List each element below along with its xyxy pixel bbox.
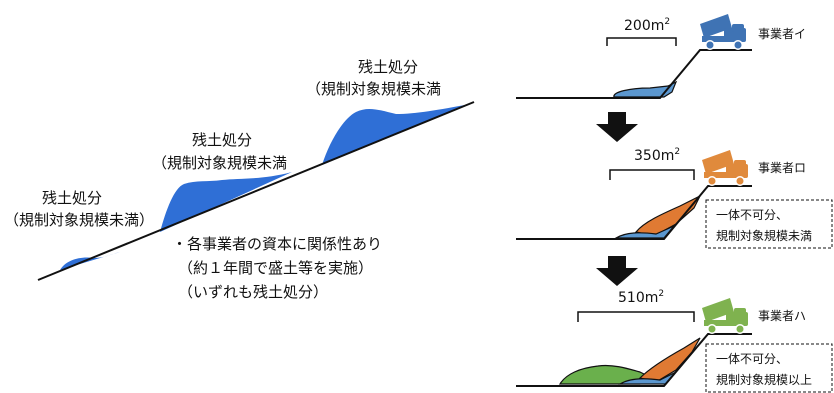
step-2-note-box (705, 199, 833, 249)
step-3-operator: 事業者ハ (758, 309, 806, 323)
slope-line (37, 101, 475, 281)
note-line-2: （約１年間で盛土等を実施） (178, 259, 373, 277)
down-arrow-1 (596, 112, 638, 142)
step-3: 510m2 事業者ハ 一体不可分、 規制対象規模以上 (516, 289, 833, 393)
step-2-area: 350m2 (634, 147, 680, 164)
label-lower-sub: （規制対象規模未満） (4, 211, 154, 229)
step-3-note-line-1: 一体不可分、 (716, 352, 788, 366)
down-arrow-2 (596, 256, 638, 286)
note-line-3: （いずれも残土処分） (178, 283, 328, 301)
step-3-note-box (705, 343, 833, 393)
step-3-soil-blue (617, 371, 677, 385)
step-1: 200m2 事業者イ (516, 14, 806, 99)
step-3-ground (516, 333, 752, 387)
step-3-note-line-2: 規制対象規模以上 (716, 372, 812, 387)
step-2-soil-blue (613, 225, 675, 239)
left-slope-diagram (37, 101, 475, 281)
note-block: ・各事業者の資本に関係性あり （約１年間で盛土等を実施） （いずれも残土処分） (172, 235, 382, 301)
step-1-area: 200m2 (624, 17, 670, 34)
step-1-truck-icon (700, 14, 746, 50)
label-middle-sub: （規制対象規模未満 (152, 154, 287, 172)
label-upper-title: 残土処分 (358, 58, 418, 76)
step-2-ground (516, 185, 752, 240)
label-upper-sub: （規制対象規模未満 (306, 80, 441, 98)
label-lower: 残土処分 （規制対象規模未満） (4, 189, 154, 229)
step-1-soil-blue (613, 80, 678, 98)
step-3-area: 510m2 (618, 289, 664, 306)
step-2-note-line-1: 一体不可分、 (716, 208, 788, 222)
step-2-bracket (609, 169, 695, 180)
step-1-operator: 事業者イ (758, 27, 806, 41)
step-3-truck-icon (702, 298, 748, 334)
step-3-soil-green (558, 364, 654, 385)
label-lower-title: 残土処分 (42, 189, 102, 207)
label-middle: 残土処分 （規制対象規模未満 (152, 131, 287, 172)
step-2-operator: 事業者ロ (758, 161, 806, 175)
step-2-truck-icon (702, 150, 748, 186)
note-line-1: ・各事業者の資本に関係性あり (172, 235, 382, 253)
step-1-bracket (606, 37, 677, 46)
step-2-soil-orange (634, 194, 702, 237)
step-2-note-line-2: 規制対象規模未満 (716, 228, 812, 243)
step-3-bracket (577, 311, 695, 322)
step-2: 350m2 事業者ロ 一体不可分、 規制対象規模未満 (516, 147, 833, 249)
step-1-ground (516, 49, 752, 99)
label-middle-title: 残土処分 (192, 131, 252, 149)
label-upper: 残土処分 （規制対象規模未満 (306, 58, 441, 98)
